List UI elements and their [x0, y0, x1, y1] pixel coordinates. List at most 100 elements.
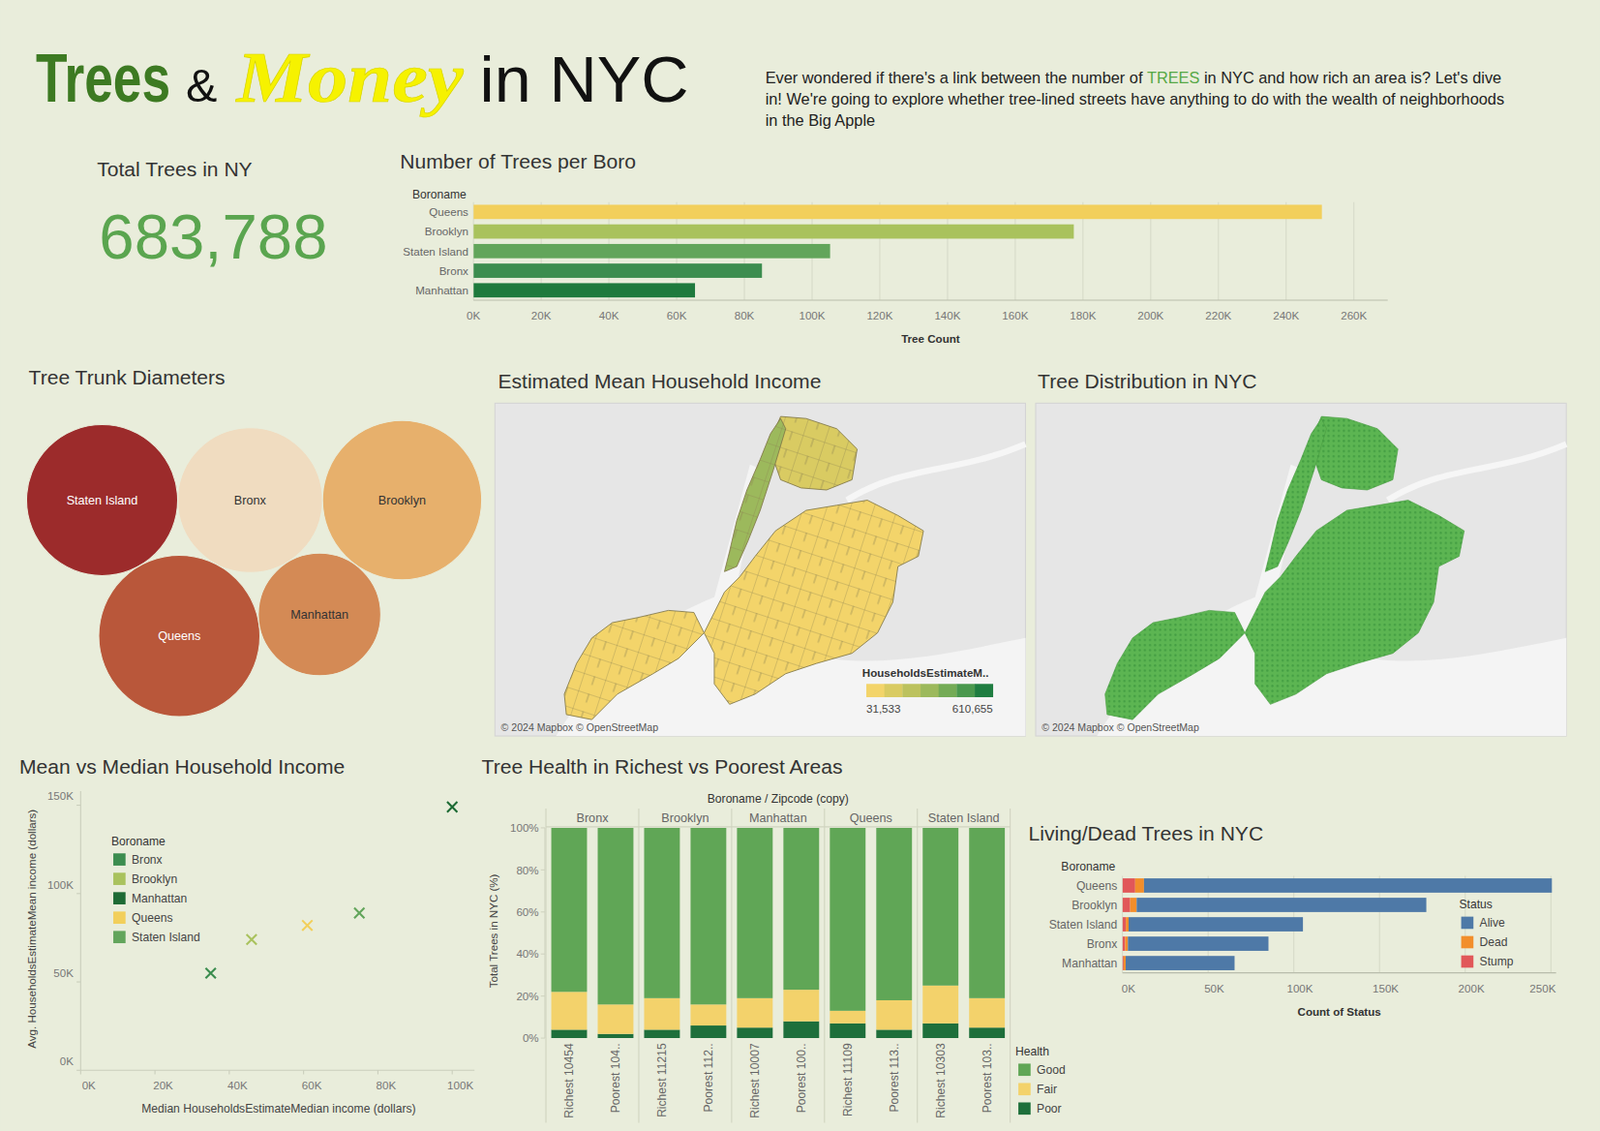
- tick-label: 0%: [522, 1031, 540, 1044]
- tick: [76, 1069, 81, 1071]
- legend-title: HouseholdsEstimateM..: [862, 666, 990, 679]
- legend-label: Brooklyn: [131, 872, 178, 886]
- tick: [541, 910, 545, 912]
- group-separator: [637, 808, 639, 1123]
- bar-segment: [1123, 955, 1126, 970]
- tick-label: 50K: [1204, 982, 1225, 995]
- group-separator: [730, 808, 732, 1123]
- group-label: Bronx: [575, 811, 609, 825]
- bar-segment: [1122, 935, 1126, 951]
- bar-segment: [1127, 935, 1268, 951]
- zip-boundaries: [724, 418, 785, 572]
- tree-area: [1265, 418, 1327, 572]
- tree-area: [1314, 416, 1398, 490]
- tick-label: 140K: [934, 309, 961, 322]
- axis-title: Median HouseholdsEstimateMedian income (…: [141, 1101, 416, 1116]
- kpi-value: 683,788: [98, 201, 328, 272]
- chart-title: Estimated Mean Household Income: [497, 369, 821, 393]
- bar-segment: [690, 1025, 726, 1038]
- bar-segment: [551, 991, 588, 1029]
- bar-segment: [968, 827, 1005, 998]
- borough-area: [773, 416, 857, 490]
- description-text: Ever wondered if there's a link between …: [765, 68, 1148, 87]
- legend-swatch: [1018, 1082, 1031, 1095]
- colorbar-cell: [956, 683, 975, 697]
- legend-title: Boroname: [111, 834, 166, 848]
- y-axis: [80, 790, 82, 1070]
- page-title: Money: [235, 37, 463, 118]
- legend-label: Manhattan: [131, 891, 187, 906]
- tick: [452, 1069, 453, 1074]
- tick-label: 20%: [515, 990, 539, 1002]
- tick-label: 0K: [82, 1079, 96, 1091]
- tick: [302, 1069, 304, 1074]
- legend-label: Queens: [131, 910, 173, 925]
- bar-segment: [690, 827, 726, 1004]
- category-label: Staten Island: [402, 245, 469, 258]
- group-label: Queens: [849, 811, 893, 825]
- bar-segment: [922, 1023, 959, 1038]
- x-axis: [1122, 971, 1557, 973]
- tick-label: 20K: [152, 1079, 174, 1091]
- axis-title: Count of Status: [1298, 1005, 1382, 1018]
- attribution: © 2024 Mapbox © OpenStreetMap: [1041, 721, 1200, 733]
- bubble: [178, 427, 324, 574]
- group-label: Brooklyn: [661, 811, 709, 825]
- tick: [80, 1069, 82, 1074]
- bubble-label: Brooklyn: [378, 493, 426, 508]
- bar-segment: [643, 827, 680, 998]
- tick: [228, 1069, 230, 1074]
- bar-segment: [736, 997, 773, 1027]
- tick-label: 40%: [515, 947, 539, 960]
- legend-swatch: [1018, 1101, 1031, 1115]
- group-separator: [916, 808, 918, 1123]
- bar-segment: [875, 999, 912, 1029]
- scatter-point: [205, 967, 216, 979]
- chart-title: Tree Health in Richest vs Poorest Areas: [482, 754, 844, 778]
- axis-title: Tree Count: [901, 332, 961, 345]
- tick-label: 60%: [515, 905, 539, 918]
- tick-label: 150K: [47, 789, 74, 802]
- tree-texture: [1105, 609, 1245, 720]
- map-panel: [494, 402, 1026, 736]
- bar-segment: [1128, 916, 1303, 932]
- plot-marks: [1122, 877, 1553, 970]
- water: [846, 444, 1026, 501]
- grid-line: [1353, 202, 1355, 301]
- bubble-label: Staten Island: [66, 493, 139, 508]
- category-label: Queens: [428, 206, 469, 218]
- legend-swatch: [113, 910, 126, 924]
- map-panel: [1035, 402, 1567, 736]
- colorbar-cell: [938, 683, 958, 697]
- bar-segment: [736, 827, 773, 998]
- tick: [541, 995, 545, 997]
- bar-segment: [829, 827, 866, 1011]
- chart-title: Tree Distribution in NYC: [1037, 369, 1257, 393]
- category-label: Manhattan: [415, 284, 469, 297]
- bar-segment: [829, 1023, 866, 1038]
- zip-boundaries: [564, 609, 704, 720]
- bar: [473, 263, 762, 278]
- tick-label: 260K: [1340, 309, 1367, 322]
- tick-label: 250K: [1529, 982, 1556, 995]
- tick-label: 100%: [510, 821, 540, 834]
- colorbar-cell: [974, 683, 994, 697]
- description-text: in NYC and how rich an area is? Let's di…: [1199, 68, 1502, 87]
- colorbar-cell: [920, 683, 939, 697]
- tick-label: 100K: [798, 309, 825, 322]
- group-label: Manhattan: [749, 811, 808, 825]
- description-text: in the Big Apple: [765, 111, 876, 129]
- bar: [473, 243, 830, 259]
- bar: [473, 224, 1074, 240]
- bar-segment: [968, 997, 1005, 1027]
- group-label: Staten Island: [928, 811, 1000, 825]
- tick: [76, 892, 81, 894]
- kpi-title: Total Trees in NY: [96, 157, 252, 181]
- bar-segment: [922, 985, 959, 1024]
- tree-texture: [1265, 418, 1327, 572]
- tick-label: 0K: [1121, 982, 1136, 995]
- bar-segment: [1135, 877, 1145, 893]
- attribution: © 2024 Mapbox © OpenStreetMap: [501, 721, 660, 733]
- borough-area: [564, 609, 704, 720]
- tick: [76, 804, 81, 806]
